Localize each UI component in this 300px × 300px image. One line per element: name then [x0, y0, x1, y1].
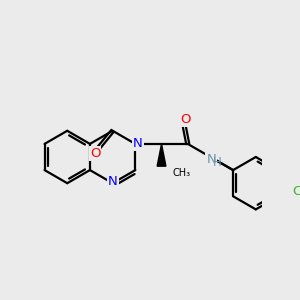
Polygon shape	[157, 144, 166, 166]
Text: N: N	[108, 175, 118, 188]
Text: O: O	[180, 113, 190, 126]
Text: N: N	[206, 153, 216, 166]
Text: CH₃: CH₃	[172, 168, 190, 178]
Text: N: N	[133, 137, 143, 150]
Text: Cl: Cl	[292, 184, 300, 197]
Text: H: H	[213, 156, 222, 169]
Text: O: O	[90, 147, 101, 160]
